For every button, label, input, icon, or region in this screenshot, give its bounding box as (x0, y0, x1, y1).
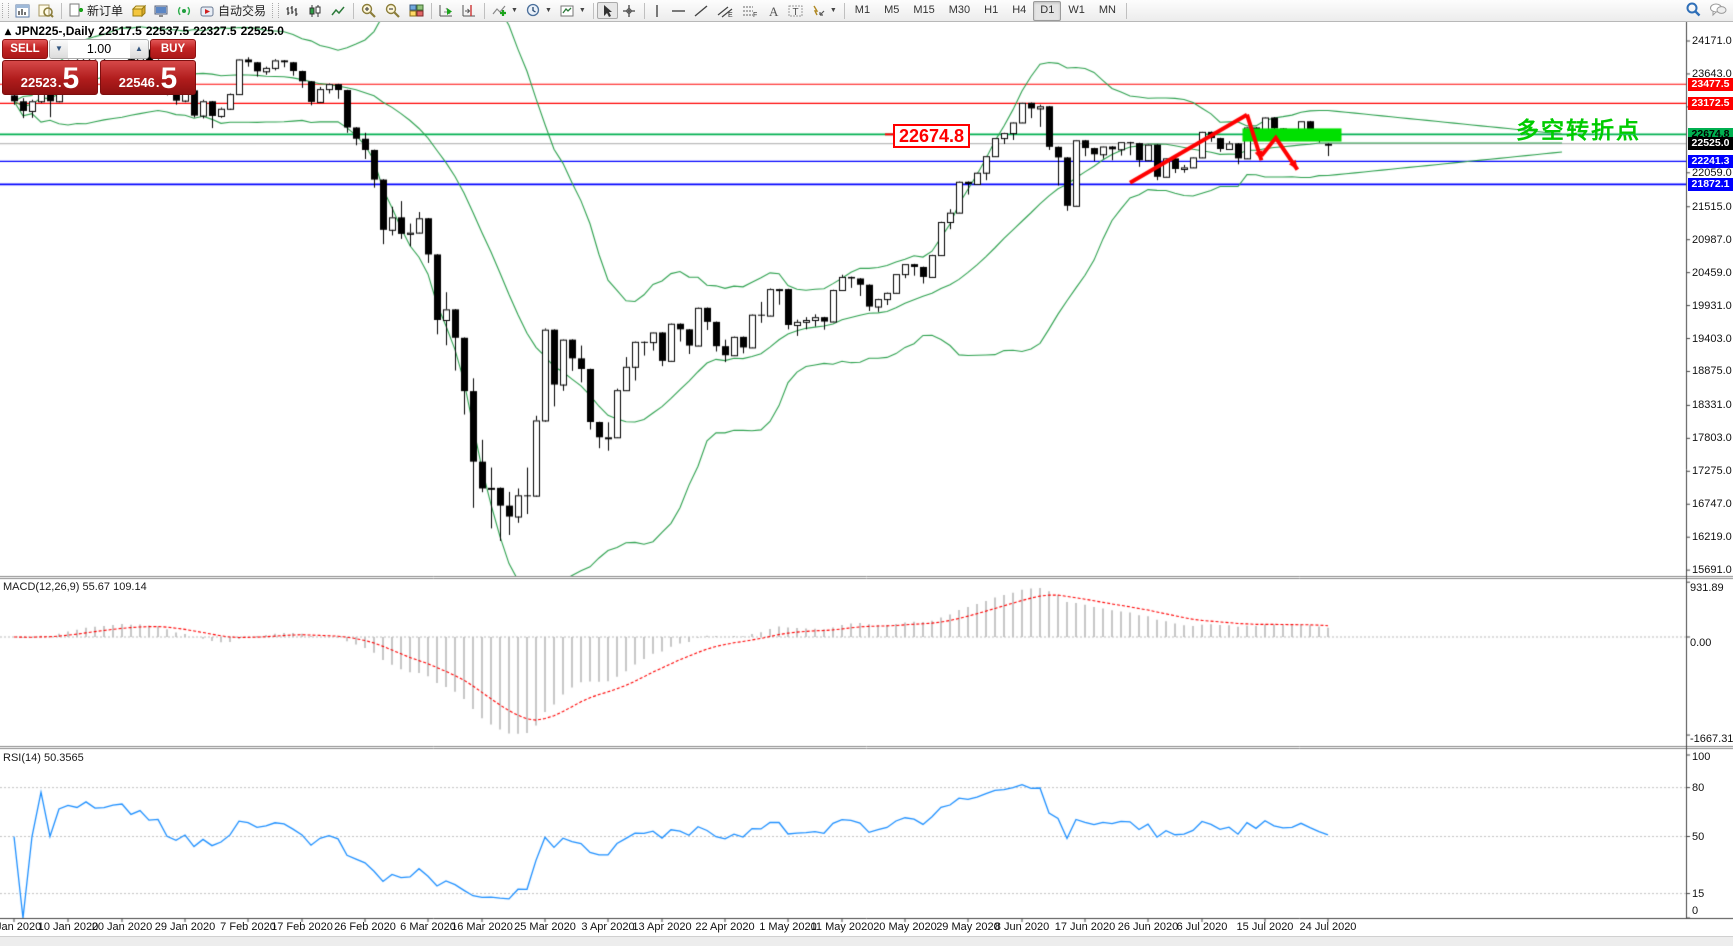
buy-price-small: 22546 (118, 75, 155, 90)
timeframe-m5[interactable]: M5 (884, 3, 900, 16)
bar-chart-icon[interactable] (281, 2, 304, 19)
arrows-tool-icon[interactable]: ▼ (807, 2, 841, 19)
toolbar: 新订单 自动交易 ▼ ▼ ▼ E F A T ▼ (0, 0, 1733, 22)
one-click-trade-panel: SELL ▼ 1.00 ▲ BUY 22523. 5 22546. 5 (2, 39, 196, 96)
toolbar-separator (843, 2, 845, 19)
sell-price-dot: . (57, 75, 62, 90)
timeframe-m15[interactable]: M15 (913, 3, 935, 16)
auto-trading-label: 自动交易 (218, 4, 267, 18)
equidistant-channel-icon[interactable]: E (713, 2, 738, 19)
buy-price-dot: . (155, 75, 160, 90)
bottom-strip (0, 936, 1733, 946)
ohlc-close: 22525.0 (240, 24, 284, 38)
buy-price-display[interactable]: 22546. 5 (100, 60, 196, 95)
dropdown-arrow: ▼ (511, 7, 518, 14)
toolbar-grip (2, 3, 9, 18)
timeframe-w1[interactable]: W1 (1068, 3, 1085, 16)
timeframe-mn[interactable]: MN (1098, 3, 1116, 16)
cn-annotation-text[interactable]: 多空转折点 (1516, 117, 1641, 143)
text-icon[interactable]: A (763, 2, 784, 19)
timeframe-h1[interactable]: H1 (984, 3, 999, 16)
new-order-button[interactable]: 新订单 (65, 2, 127, 19)
auto-trading-icon (200, 6, 214, 16)
volume-up-button[interactable]: ▲ (130, 40, 148, 58)
text-label-icon[interactable]: T (784, 2, 807, 19)
sell-price-big: 5 (62, 62, 80, 95)
trendline-icon[interactable] (690, 2, 713, 19)
chart-shift-icon[interactable] (458, 2, 481, 19)
svg-text:T: T (792, 7, 798, 18)
search-icon[interactable] (1685, 1, 1701, 20)
timeframe-h4[interactable]: H4 (1012, 3, 1027, 16)
rsi-value: 50.3565 (43, 752, 84, 764)
timeframe-d1[interactable]: D1 (1033, 0, 1062, 21)
toolbar-grip (272, 3, 280, 18)
dropdown-arrow: ▼ (578, 7, 586, 14)
templates-icon[interactable]: ▼ (556, 2, 590, 19)
sell-price-display[interactable]: 22523. 5 (2, 60, 98, 95)
zoom-in-icon[interactable] (357, 2, 381, 19)
svg-text:E: E (728, 12, 733, 18)
line-chart-icon[interactable] (327, 2, 350, 19)
vertical-line-icon[interactable] (648, 2, 667, 19)
toolbar-separator (61, 2, 62, 19)
profiles-icon[interactable] (34, 2, 58, 19)
data-window-icon[interactable] (127, 2, 150, 19)
buy-button[interactable]: BUY (150, 39, 196, 59)
chart-window-icon[interactable] (11, 2, 34, 19)
auto-scroll-icon[interactable] (435, 2, 458, 19)
dropdown-arrow: ▼ (544, 7, 552, 14)
auto-trading-button[interactable]: 自动交易 (196, 2, 270, 19)
svg-text:A: A (769, 4, 779, 18)
horizontal-line-icon[interactable] (667, 2, 690, 19)
new-order-label: 新订单 (87, 4, 124, 18)
ohlc-low: 22327.5 (193, 24, 237, 38)
macd-signal-value: 109.14 (113, 581, 147, 593)
macd-label: MACD(12,26,9) 55.67 109.14 (3, 581, 147, 593)
timeframe-m30[interactable]: M30 (948, 3, 971, 16)
toolbar-right (1685, 1, 1727, 20)
new-order-icon (69, 3, 83, 17)
svg-text:F: F (753, 12, 757, 18)
symbol-period: JPN225-,Daily (15, 24, 95, 38)
volume-input[interactable]: 1.00 (86, 42, 112, 56)
fibonacci-icon[interactable]: F (738, 2, 763, 19)
zoom-out-icon[interactable] (381, 2, 405, 19)
periods-icon[interactable]: ▼ (522, 2, 556, 19)
toolbar-separator (431, 2, 433, 19)
toolbar-separator (484, 2, 486, 19)
signal-icon[interactable] (173, 2, 196, 19)
terminal-icon[interactable] (150, 2, 173, 19)
tile-windows-icon[interactable] (405, 2, 428, 19)
volume-down-button[interactable]: ▼ (50, 40, 68, 58)
price-flag-label[interactable]: 22674.8 (893, 124, 971, 148)
candlestick-chart-icon[interactable] (304, 2, 327, 19)
chat-icon[interactable] (1709, 2, 1727, 20)
timeframe-bar: M1 M5 M15 M30 H1 H4 D1 W1 MN (848, 0, 1123, 21)
macd-name: MACD(12,26,9) (3, 581, 80, 593)
timeframe-m1[interactable]: M1 (854, 3, 871, 16)
indicators-icon[interactable]: ▼ (488, 2, 522, 19)
rsi-label: RSI(14) 50.3565 (3, 752, 84, 764)
collapse-icon[interactable]: ▴ (5, 24, 12, 38)
dropdown-arrow: ▼ (829, 7, 837, 14)
toolbar-separator (643, 2, 645, 19)
macd-main-value: 55.67 (82, 581, 111, 593)
ohlc-high: 22537.5 (145, 24, 190, 38)
rsi-name: RSI(14) (3, 752, 41, 764)
ohlc-open: 22517.5 (98, 24, 142, 38)
toolbar-separator (1125, 2, 1127, 19)
toolbar-separator (353, 2, 355, 19)
sell-price-small: 22523 (20, 75, 57, 90)
buy-price-big: 5 (160, 62, 178, 95)
cursor-icon[interactable] (596, 2, 618, 19)
volume-stepper: ▼ 1.00 ▲ (49, 39, 149, 59)
sell-button[interactable]: SELL (2, 39, 48, 59)
toolbar-separator (592, 2, 594, 19)
crosshair-icon[interactable] (618, 2, 641, 19)
chart-title: ▴ JPN225-,Daily 22517.5 22537.5 22327.5 22525… (5, 24, 288, 38)
